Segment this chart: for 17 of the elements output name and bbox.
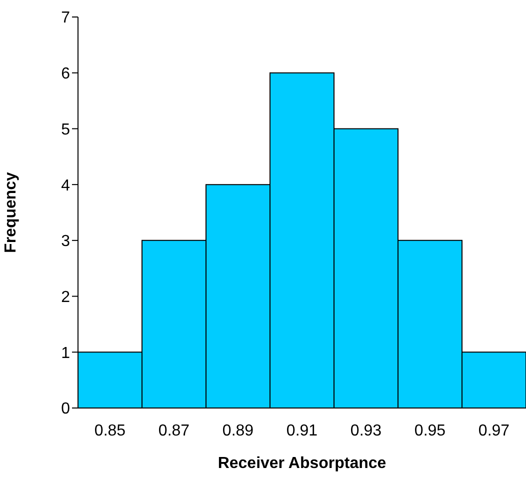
y-tick-label: 7: [61, 10, 70, 27]
x-tick-label: 0.97: [478, 422, 510, 440]
x-tick-label: 0.91: [286, 422, 318, 440]
x-tick-label: 0.95: [414, 422, 446, 440]
y-tick-label: 4: [61, 177, 70, 194]
y-tick-label: 1: [61, 344, 70, 362]
x-tick-label: 0.93: [350, 422, 382, 440]
x-tick-label: 0.89: [222, 422, 254, 440]
y-tick-label: 6: [61, 66, 70, 83]
y-axis-title: Frequency: [2, 172, 20, 253]
y-tick-label: 5: [61, 121, 70, 138]
y-tick-label: 3: [61, 233, 70, 250]
x-tick-label: 0.85: [94, 422, 126, 440]
y-tick-label: 0: [61, 400, 70, 418]
y-tick-label: 2: [61, 288, 70, 306]
x-tick-label: 0.87: [158, 422, 190, 440]
x-axis-title: Receiver Absorptance: [218, 455, 386, 472]
